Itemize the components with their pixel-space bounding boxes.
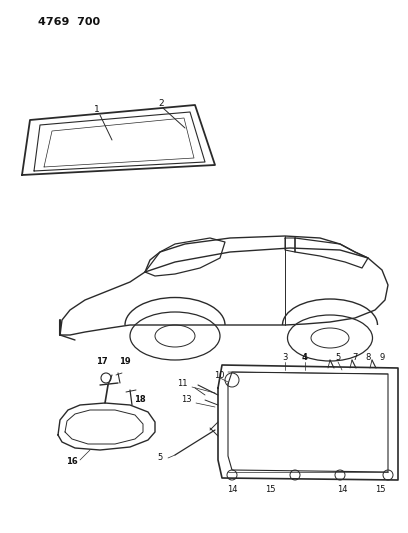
Text: 14: 14 [227, 486, 237, 495]
Text: 18: 18 [134, 395, 146, 405]
Text: 10: 10 [215, 370, 225, 379]
Text: 3: 3 [282, 353, 288, 362]
Text: 16: 16 [66, 457, 78, 466]
Text: 5: 5 [335, 353, 341, 362]
Text: 8: 8 [365, 353, 371, 362]
Text: 4769  700: 4769 700 [38, 17, 100, 27]
Text: 4: 4 [302, 353, 308, 362]
Text: 5: 5 [157, 454, 163, 463]
Text: 2: 2 [158, 100, 164, 109]
Text: 17: 17 [96, 358, 108, 367]
Text: 11: 11 [177, 379, 188, 389]
Text: 7: 7 [353, 353, 358, 362]
Text: 13: 13 [182, 395, 192, 405]
Text: 15: 15 [265, 486, 275, 495]
Text: 9: 9 [379, 353, 385, 362]
Text: 15: 15 [375, 486, 385, 495]
Text: 14: 14 [337, 486, 347, 495]
Text: 1: 1 [94, 106, 100, 115]
Text: 19: 19 [119, 358, 131, 367]
